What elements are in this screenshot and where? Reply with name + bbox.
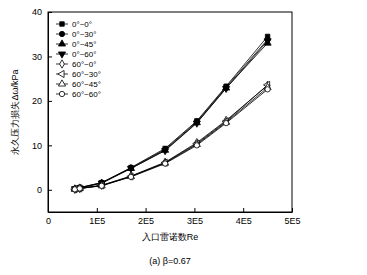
marker	[162, 161, 167, 166]
tick: 2E5	[138, 208, 154, 226]
plot: 0 1E5 2E5 3E5 4E5 5E5 0 10 20 30 40 0°~0°0°~30°0°~4…	[32, 7, 301, 226]
tick-label: 10	[32, 141, 42, 151]
series-line	[75, 89, 268, 189]
tick-label: 3E5	[187, 216, 203, 226]
legend-label: 60°~60°	[72, 90, 101, 99]
series-line	[75, 85, 268, 189]
axis-line	[49, 212, 293, 213]
marker	[98, 182, 105, 188]
legend-entry: 60°~45°	[56, 80, 101, 89]
tick: 20	[32, 96, 52, 106]
marker	[76, 184, 83, 190]
series-line	[75, 40, 268, 189]
marker	[73, 187, 77, 191]
legend-marker	[58, 70, 64, 77]
legend-marker	[59, 91, 64, 96]
series-line	[75, 41, 268, 189]
tick-mark	[97, 208, 98, 212]
y-axis-title: 永久压力损失Δω/kPa	[10, 69, 20, 154]
tick-mark	[48, 101, 52, 102]
marker	[264, 39, 271, 45]
tick-label: 20	[32, 96, 42, 106]
legend-entry: 0°~60°	[56, 50, 96, 59]
marker	[193, 121, 200, 127]
legend-marker	[58, 80, 65, 86]
tick-label: 40	[32, 7, 42, 17]
series-line	[75, 43, 268, 189]
tick-label: 30	[32, 52, 42, 62]
tick-label: 1E5	[89, 216, 105, 226]
tick-mark	[48, 12, 52, 13]
marks	[71, 34, 271, 193]
legend-marker	[58, 40, 65, 46]
tick-label: 0	[37, 185, 42, 195]
legend-entry: 60°~30°	[56, 70, 101, 79]
tick: 5E5	[284, 208, 300, 226]
tick-mark	[48, 56, 52, 57]
legend-label: 0°~0°	[72, 20, 92, 29]
tick: 1E5	[89, 208, 105, 226]
tick: 10	[32, 141, 52, 151]
legend-entry: 60°~60°	[56, 90, 101, 99]
legend-label: 0°~45°	[72, 40, 96, 49]
tick-label: 0	[46, 216, 51, 226]
marker	[71, 186, 77, 193]
y-axis: 0 10 20 30 40	[32, 7, 52, 212]
x-axis-title: 入口雷诺数Re	[142, 232, 199, 242]
marker	[72, 187, 77, 192]
series-line	[75, 36, 268, 188]
tick-mark	[194, 208, 195, 212]
legend-label: 60°~45°	[72, 80, 101, 89]
legend-marker	[58, 52, 65, 58]
marker	[162, 149, 169, 155]
marker	[128, 174, 133, 179]
legend-entry: 0°~30°	[56, 30, 96, 39]
caption: (a) β=0.67	[149, 256, 190, 266]
marker	[223, 86, 230, 92]
tick: 0	[37, 185, 52, 195]
tick: 3E5	[187, 208, 203, 226]
legend-label: 60°~30°	[72, 70, 101, 79]
tick-mark	[292, 208, 293, 212]
legend-entry: 60°~0°	[56, 60, 96, 69]
x-axis: 0 1E5 2E5 3E5 4E5 5E5	[46, 208, 301, 226]
legend: 0°~0°0°~30°0°~45°0°~60°60°~0°60°~30°60°~…	[56, 20, 101, 99]
chart: 0 1E5 2E5 3E5 4E5 5E5 0 10 20 30 40 0°~0°0°~30°0°~4…	[0, 0, 367, 275]
marker	[77, 186, 82, 191]
legend-marker	[59, 31, 64, 36]
legend-label: 0°~30°	[72, 30, 96, 39]
tick-label: 5E5	[284, 216, 300, 226]
tick: 40	[32, 7, 52, 17]
marker	[194, 143, 199, 148]
tick-label: 4E5	[236, 216, 252, 226]
tick-label: 2E5	[138, 216, 154, 226]
marker	[99, 183, 104, 188]
tick: 4E5	[236, 208, 252, 226]
plot-frame	[48, 12, 292, 212]
tick-mark	[146, 208, 147, 212]
tick-mark	[243, 208, 244, 212]
legend-marker	[60, 22, 64, 26]
tick-mark	[48, 190, 52, 191]
legend-label: 60°~0°	[72, 60, 96, 69]
legend-marker	[60, 60, 65, 68]
series-line	[75, 85, 268, 189]
marker	[265, 87, 270, 92]
tick: 30	[32, 52, 52, 62]
marker	[223, 120, 228, 125]
axis-line	[48, 13, 49, 213]
legend-label: 0°~60°	[72, 50, 96, 59]
series-line	[75, 88, 268, 190]
legend-entry: 0°~0°	[56, 20, 92, 29]
legend-entry: 0°~45°	[56, 40, 96, 49]
tick-mark	[48, 145, 52, 146]
